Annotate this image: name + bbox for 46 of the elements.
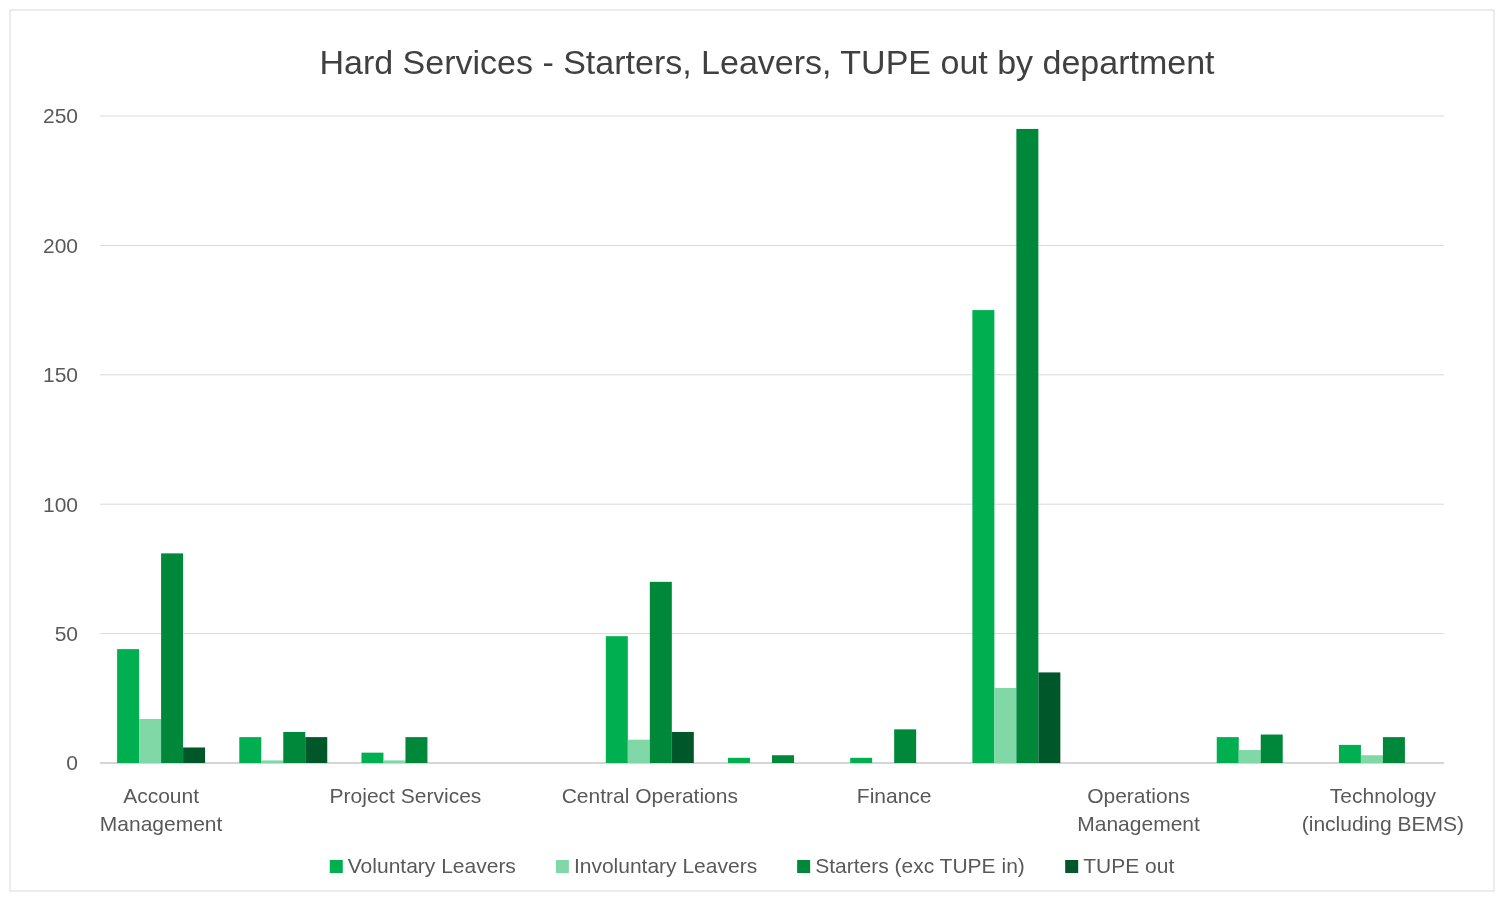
x-tick-label: Technology (including BEMS) [1301,784,1465,835]
legend-label: TUPE out [1083,854,1175,877]
y-tick-label: 0 [66,751,78,775]
bar [261,760,284,763]
bar [972,310,995,763]
bar [1338,744,1361,763]
x-tick-label: Operations Management [1077,784,1200,835]
bar [1016,128,1039,763]
bar [183,747,206,763]
bar [361,752,384,763]
y-tick-label: 200 [42,233,78,257]
legend-label: Involuntary Leavers [573,854,758,877]
chart-title: Hard Services - Starters, Leavers, TUPE out by department [319,43,1216,81]
bar [383,760,406,763]
y-tick-label: 250 [42,104,78,128]
bar [772,755,794,763]
bar [305,737,328,763]
bar [605,636,628,763]
x-tick-label: Finance [856,784,932,807]
bar [627,739,650,763]
bar [1360,755,1383,763]
bar [850,757,873,763]
y-tick-label: 150 [42,363,78,387]
bar [117,649,140,763]
bar [894,729,917,763]
bar [728,757,751,763]
bar [994,687,1017,763]
legend-label: Voluntary Leavers [347,854,516,877]
legend-label: Starters (exc TUPE in) [815,854,1025,877]
x-tick-label: Project Services [329,784,482,807]
bar [1382,737,1405,763]
bar [1216,737,1239,763]
bar [161,553,184,763]
y-tick-label: 50 [54,621,78,645]
x-tick-label: Central Operations [561,784,738,807]
bar [139,719,162,763]
bar [1260,734,1283,763]
x-tick-label: Account Management [99,784,223,835]
bar [239,737,262,763]
bar [649,581,672,763]
bar [1238,750,1261,763]
y-tick-label: 100 [42,492,78,516]
bar [283,731,306,763]
bar [1038,672,1061,763]
bar [671,731,694,763]
bar [405,737,428,763]
